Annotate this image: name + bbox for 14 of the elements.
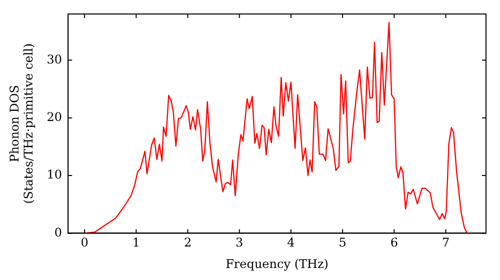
y-tick-label: 30 <box>46 52 62 66</box>
x-tick-label: 1 <box>132 236 140 250</box>
x-tick-label: 6 <box>390 236 398 250</box>
y-tick-label: 10 <box>46 168 62 182</box>
x-tick-label: 5 <box>338 236 346 250</box>
y-tick-label: 0 <box>54 225 62 240</box>
x-axis-title: Frequency (THz) <box>226 256 328 271</box>
x-tick-label: 0 <box>80 236 88 250</box>
x-tick-label: 2 <box>184 236 192 250</box>
x-tick-label: 3 <box>236 236 244 250</box>
x-tick-label: 4 <box>287 236 296 250</box>
x-tick-label: 7 <box>442 236 450 250</box>
y-axis-title: Phonon DOS (States/THz·primitive cell) <box>7 43 36 204</box>
y-tick-label: 20 <box>46 110 62 124</box>
